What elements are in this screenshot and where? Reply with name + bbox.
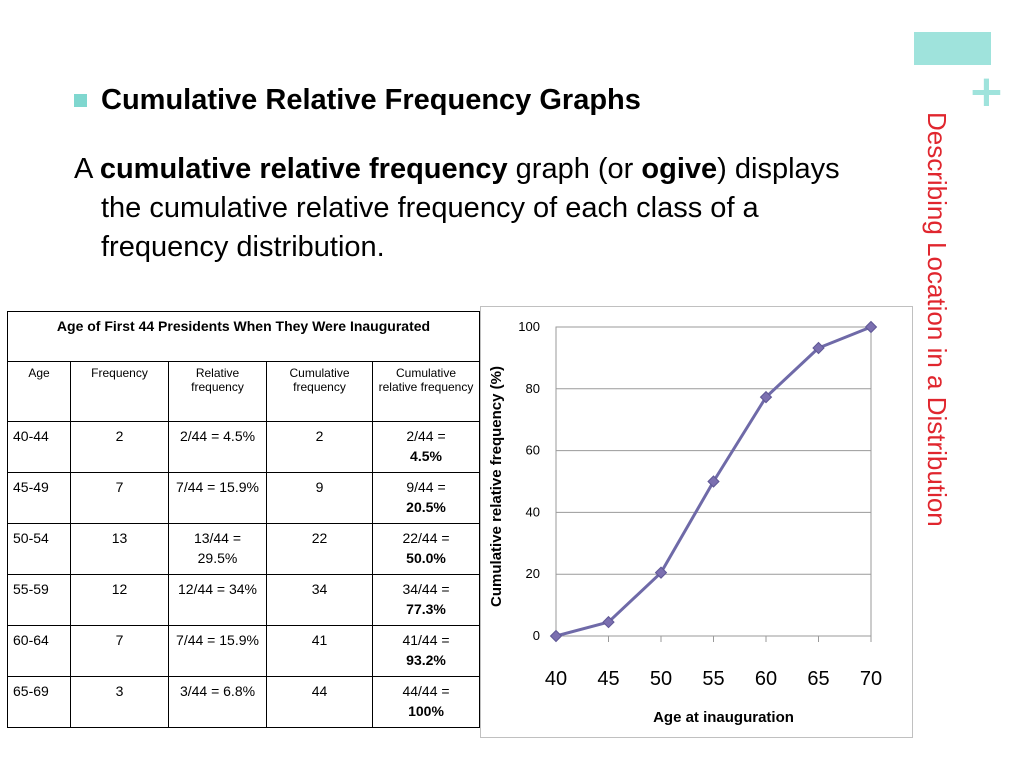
table-row: 40-44 2 2/44 = 4.5% 2 2/44 = 4.5%: [7, 421, 481, 473]
side-title-container: Describing Location in a Distribution: [912, 112, 962, 612]
x-tick-label: 45: [597, 668, 619, 690]
slide-heading: Cumulative Relative Frequency Graphs: [101, 83, 641, 116]
cell-age: 40-44: [7, 421, 71, 473]
data-point-marker: [707, 475, 720, 488]
table-row: 60-64 7 7/44 = 15.9% 41 41/44 = 93.2%: [7, 625, 481, 677]
cumrel-fraction: 9/44 =: [406, 479, 446, 495]
cell-relative-frequency: 2/44 = 4.5%: [168, 421, 267, 473]
cumrel-percent: 4.5%: [410, 448, 442, 464]
plus-icon: +: [968, 66, 1005, 117]
x-tick-label: 50: [650, 668, 672, 690]
para-text-1: A: [74, 153, 100, 185]
para-bold-ogive: ogive: [641, 153, 718, 185]
cell-frequency: 2: [70, 421, 169, 473]
cell-cumulative-frequency: 34: [266, 574, 373, 626]
frequency-table: Age of First 44 Presidents When They Wer…: [6, 311, 481, 728]
y-tick-label: 40: [526, 504, 540, 519]
cell-frequency: 7: [70, 472, 169, 524]
data-point-marker: [812, 341, 825, 355]
y-tick-label: 0: [533, 628, 540, 643]
table-row: 65-69 3 3/44 = 6.8% 44 44/44 = 100%: [7, 676, 481, 728]
bullet-square-icon: [74, 93, 87, 107]
data-point-marker: [654, 566, 668, 579]
cell-frequency: 7: [70, 625, 169, 677]
cell-relative-frequency: 13/44 = 29.5%: [168, 523, 267, 575]
cumrel-fraction: 44/44 =: [402, 683, 450, 699]
cell-cumulative-frequency: 41: [266, 625, 373, 677]
y-tick-label: 100: [518, 319, 540, 334]
x-tick-label: 60: [755, 668, 777, 690]
side-title: Describing Location in a Distribution: [922, 112, 952, 527]
x-tick-label: 65: [807, 668, 829, 690]
cell-age: 60-64: [7, 625, 71, 677]
para-text-3: ) displays the cumulative relative frequ…: [101, 153, 840, 263]
para-text-2: graph (or: [507, 153, 642, 185]
table-caption-row: Age of First 44 Presidents When They Wer…: [6, 311, 481, 362]
x-tick-label: 70: [860, 668, 882, 690]
cell-frequency: 12: [70, 574, 169, 626]
x-tick-label: 55: [702, 668, 724, 690]
x-tick-label: 40: [545, 668, 567, 690]
cumrel-percent: 100%: [408, 703, 444, 719]
header-cumulative-frequency: Cumulative frequency: [266, 361, 373, 422]
cell-cumulative-relative-frequency: 2/44 = 4.5%: [371, 421, 481, 473]
cell-frequency: 3: [70, 676, 169, 728]
table-row: 55-59 12 12/44 = 34% 34 34/44 = 77.3%: [7, 574, 481, 626]
cell-relative-frequency: 7/44 = 15.9%: [168, 472, 267, 524]
cell-relative-frequency: 12/44 = 34%: [168, 574, 267, 626]
cell-age: 65-69: [7, 676, 71, 728]
cell-cumulative-relative-frequency: 34/44 = 77.3%: [371, 574, 481, 626]
y-tick-label: 20: [526, 566, 540, 581]
ogive-chart: 0 20 40 60 80 100 40 45 50 55 60 65 70 Age at inaugur…: [488, 319, 882, 726]
table-header-row: Age Frequency Relative frequency Cumulat…: [7, 361, 481, 422]
data-point-marker: [759, 390, 773, 404]
y-tick-label: 60: [526, 443, 540, 458]
cell-frequency: 13: [70, 523, 169, 575]
table-row: 45-49 7 7/44 = 15.9% 9 9/44 = 20.5%: [7, 472, 481, 524]
header-age: Age: [7, 361, 71, 422]
cell-age: 55-59: [7, 574, 71, 626]
frequency-table-container: Age of First 44 Presidents When They Wer…: [6, 311, 481, 728]
cell-cumulative-frequency: 22: [266, 523, 373, 575]
cumrel-percent: 77.3%: [406, 601, 446, 617]
y-tick-label: 80: [526, 381, 540, 396]
cell-cumulative-relative-frequency: 9/44 = 20.5%: [371, 472, 481, 524]
cell-age: 45-49: [7, 472, 71, 524]
data-point-marker: [864, 320, 878, 334]
data-point-marker: [549, 629, 563, 643]
cumrel-fraction: 34/44 =: [402, 581, 450, 597]
data-point-marker: [602, 615, 615, 629]
accent-bar: [914, 32, 991, 65]
cell-relative-frequency: 3/44 = 6.8%: [168, 676, 267, 728]
header-cumulative-relative-frequency: Cumulative relative frequency: [371, 361, 481, 422]
cumrel-fraction: 41/44 =: [402, 632, 450, 648]
table-caption: Age of First 44 Presidents When They Wer…: [6, 311, 481, 362]
y-axis-label: Cumulative relative frequency (%): [488, 366, 505, 607]
cell-cumulative-frequency: 2: [266, 421, 373, 473]
chart-frame: 0 20 40 60 80 100 40 45 50 55 60 65 70 Age at inaugur…: [480, 306, 913, 738]
cumrel-percent: 93.2%: [406, 652, 446, 668]
cell-relative-frequency: 7/44 = 15.9%: [168, 625, 267, 677]
x-axis-label: Age at inauguration: [653, 709, 794, 726]
header-frequency: Frequency: [70, 361, 169, 422]
para-bold-term: cumulative relative frequency: [99, 153, 508, 185]
cell-cumulative-relative-frequency: 44/44 = 100%: [371, 676, 481, 728]
heading-line: Cumulative Relative Frequency Graphs: [74, 80, 641, 120]
cell-cumulative-frequency: 44: [266, 676, 373, 728]
table-body: 40-44 2 2/44 = 4.5% 2 2/44 = 4.5% 45-49 7 7/44 =…: [7, 421, 481, 728]
table-row: 50-54 13 13/44 = 29.5% 22 22/44 = 50.0%: [7, 523, 481, 575]
cumrel-fraction: 22/44 =: [402, 530, 450, 546]
cumrel-percent: 50.0%: [406, 550, 446, 566]
definition-paragraph: A cumulative relative frequency graph (o…: [74, 150, 874, 267]
cumrel-fraction: 2/44 =: [406, 428, 446, 444]
cumrel-percent: 20.5%: [406, 499, 446, 515]
cell-cumulative-relative-frequency: 41/44 = 93.2%: [371, 625, 481, 677]
header-relative-frequency: Relative frequency: [168, 361, 267, 422]
cell-cumulative-frequency: 9: [266, 472, 373, 524]
cell-cumulative-relative-frequency: 22/44 = 50.0%: [371, 523, 481, 575]
cell-age: 50-54: [7, 523, 71, 575]
